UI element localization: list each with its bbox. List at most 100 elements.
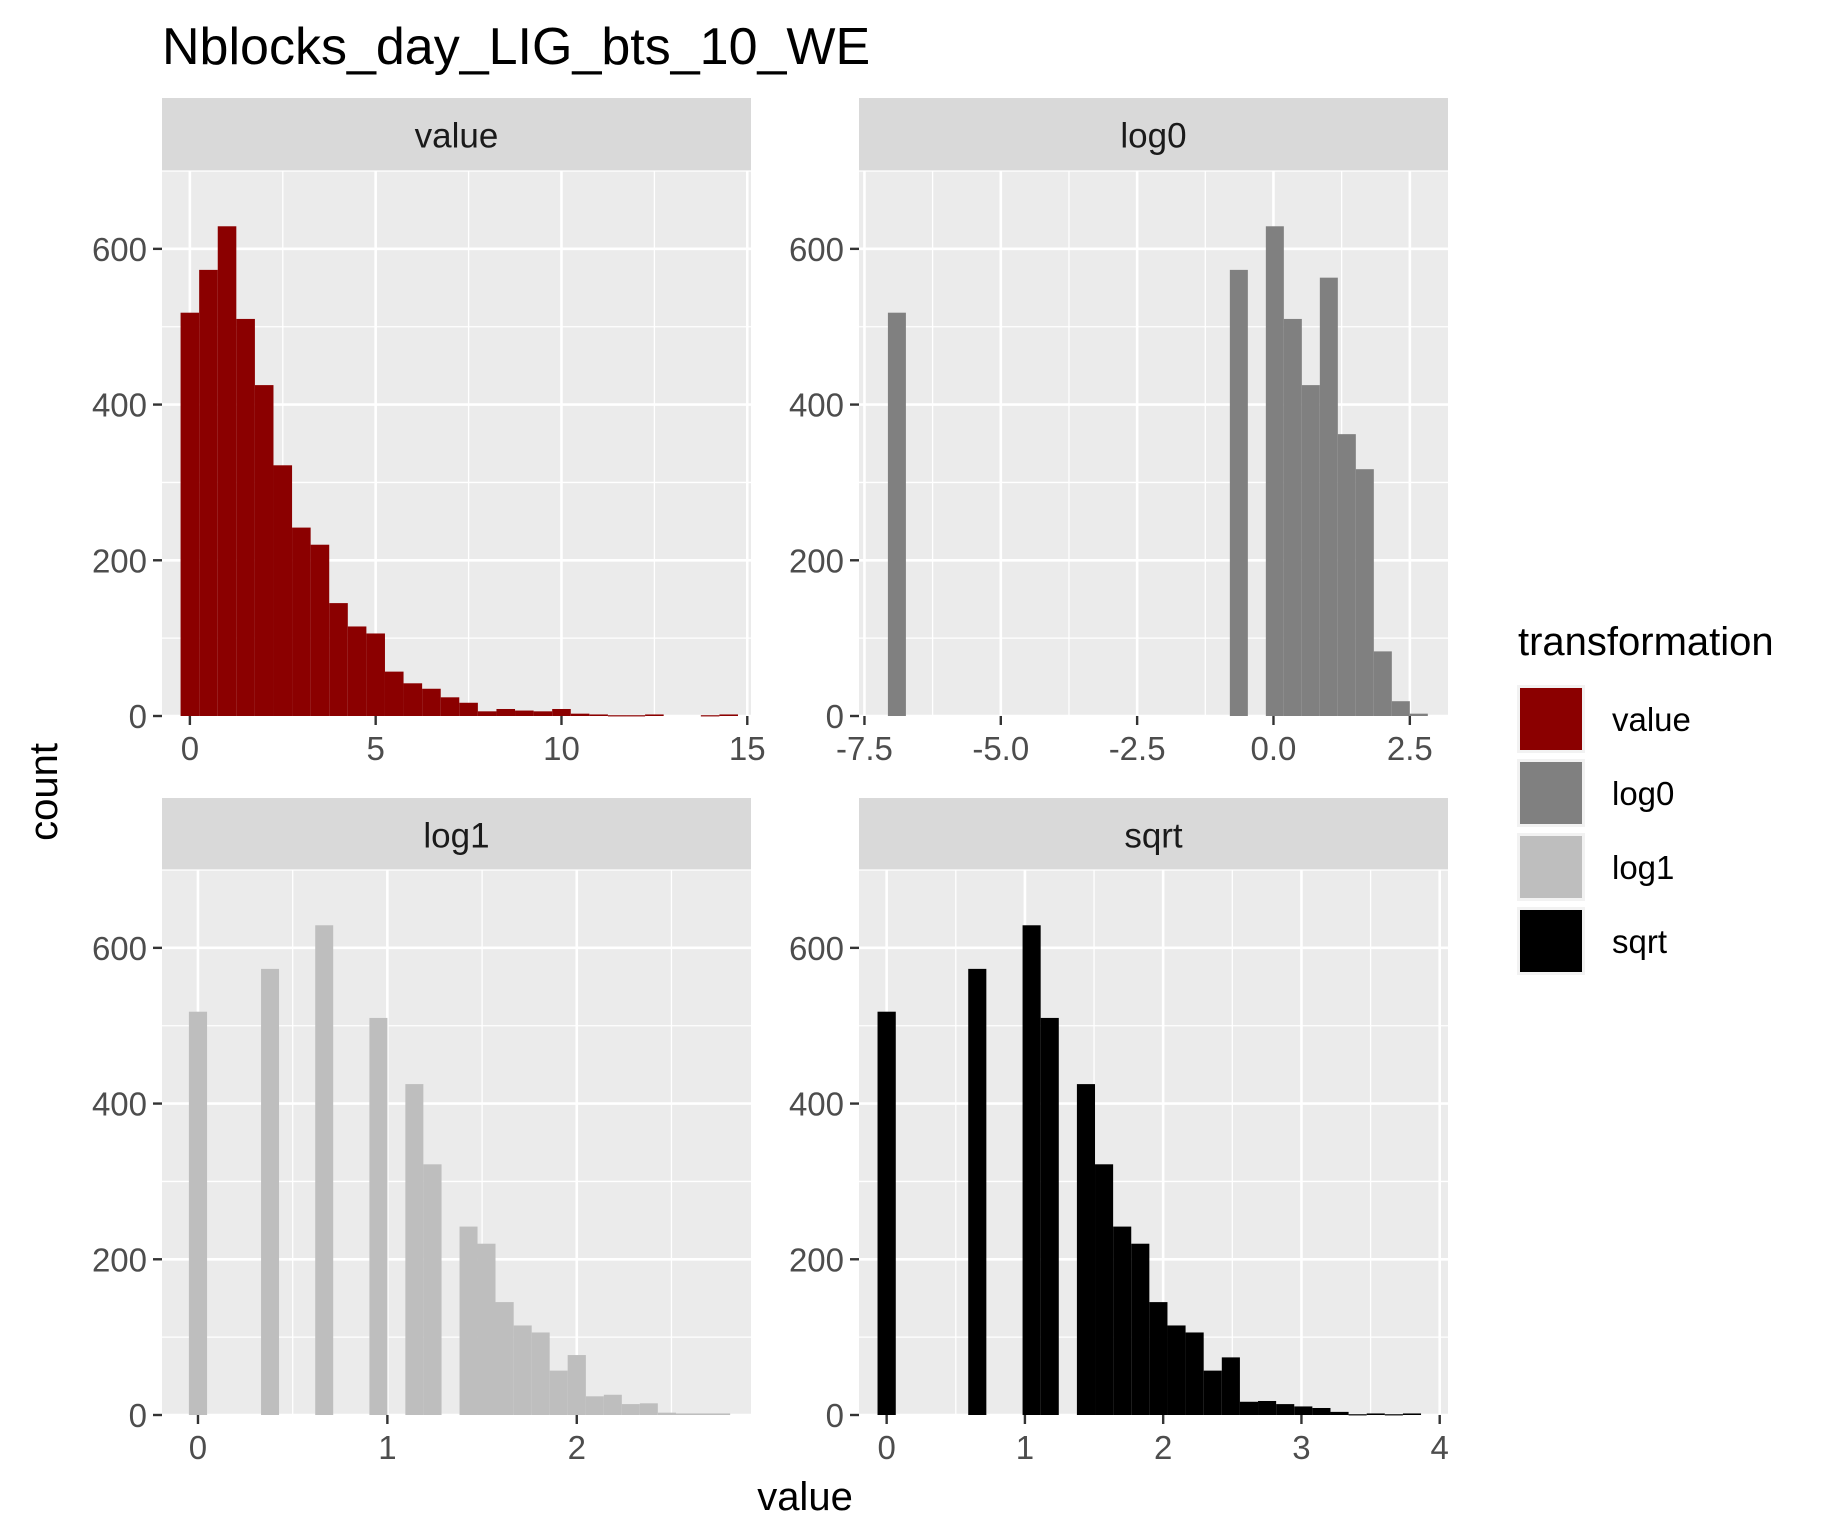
histogram-bar — [1229, 269, 1248, 716]
histogram-bar — [1149, 1302, 1168, 1415]
y-tick-label: 600 — [92, 231, 147, 268]
x-tick-label: 2.5 — [1387, 730, 1433, 767]
histogram-bar — [1076, 1084, 1096, 1415]
facet-panel-sqrt: sqrt 0 200 400 600 0 1 2 3 4 — [789, 798, 1449, 1466]
histogram-bar — [1185, 1332, 1204, 1415]
x-tick-label: 0 — [877, 1429, 895, 1466]
histogram-bar — [639, 1403, 658, 1415]
histogram-bar — [531, 1332, 550, 1415]
x-tick-label: 0 — [181, 730, 199, 767]
facet-strip — [859, 798, 1448, 871]
histogram-bar — [693, 1413, 712, 1415]
histogram-bar — [495, 1302, 514, 1415]
histogram-bar — [1022, 925, 1041, 1415]
y-tick-label: 200 — [92, 1241, 147, 1278]
histogram-bar — [1265, 226, 1284, 716]
histogram-bar — [477, 711, 497, 716]
x-axis-title: value — [757, 1475, 853, 1519]
x-tick-label: 4 — [1431, 1429, 1449, 1466]
histogram-bar — [968, 968, 987, 1415]
histogram-bar — [585, 1396, 604, 1415]
x-tick-label: 1 — [378, 1429, 396, 1466]
y-tick-label: 400 — [92, 387, 147, 424]
facet-strip-label: sqrt — [1124, 817, 1183, 856]
histogram-bar — [1301, 385, 1320, 716]
facet-strip-label: value — [415, 117, 499, 156]
histogram-bar — [1366, 1413, 1385, 1415]
histogram-bar — [366, 633, 385, 716]
y-tick-label: 400 — [789, 387, 844, 424]
facet-strip — [859, 98, 1448, 171]
x-tick-label: -7.5 — [836, 730, 893, 767]
x-tick-label: 1 — [1016, 1429, 1034, 1466]
legend-label: log0 — [1612, 775, 1674, 812]
legend-item-value: value — [1517, 685, 1691, 753]
y-tick-label: 600 — [789, 231, 844, 268]
y-tick-label: 200 — [92, 542, 147, 579]
histogram-bar — [477, 1243, 496, 1415]
histogram-bar — [1113, 1226, 1132, 1415]
histogram-bar — [292, 527, 311, 716]
y-tick-label: 200 — [789, 1241, 844, 1278]
histogram-bar — [549, 1370, 568, 1415]
histogram-bar — [1384, 1414, 1403, 1416]
histogram-bar — [513, 1325, 532, 1415]
y-tick-label: 600 — [789, 930, 844, 967]
histogram-bar — [657, 1412, 677, 1415]
histogram-bar — [422, 688, 441, 716]
histogram-bar — [515, 710, 534, 716]
histogram-bar — [1283, 318, 1302, 716]
histogram-bar — [570, 713, 590, 716]
x-tick-label: 5 — [366, 730, 384, 767]
histogram-bar — [1040, 1017, 1059, 1415]
histogram-bar — [236, 318, 255, 716]
histogram-bar — [315, 925, 334, 1415]
histogram-bar — [626, 715, 646, 717]
histogram-bar — [347, 626, 367, 716]
histogram-bar — [1276, 1404, 1295, 1415]
histogram-bar — [700, 715, 720, 717]
legend-title: transformation — [1518, 620, 1774, 664]
facet-strip — [162, 798, 751, 871]
histogram-bar — [887, 312, 906, 716]
x-tick-label: 0 — [189, 1429, 207, 1466]
legend-swatch — [1520, 910, 1582, 972]
x-tick-label: 2 — [1154, 1429, 1172, 1466]
legend-items: value log0 log1 sqrt — [1517, 685, 1691, 975]
histogram-bar — [423, 1164, 442, 1415]
histogram-bar — [405, 1084, 424, 1415]
y-tick-label: 0 — [826, 1397, 844, 1434]
histogram-bar — [1239, 1401, 1259, 1415]
histogram-bar — [459, 1226, 478, 1415]
histogram-bar — [180, 312, 200, 716]
histogram-bar — [567, 1355, 586, 1415]
histogram-bar — [459, 702, 478, 716]
facet-panel-log0: log0 0 200 400 600 -7.5 -5.0 -2.5 0.0 2.5 — [789, 98, 1448, 767]
histogram-bar — [1167, 1325, 1186, 1415]
y-tick-label: 0 — [129, 1397, 147, 1434]
x-tick-label: 15 — [729, 730, 766, 767]
y-tick-label: 0 — [129, 698, 147, 735]
histogram-bar — [1355, 469, 1374, 716]
histogram-bar — [645, 714, 664, 716]
facet-strip-label: log1 — [423, 817, 489, 856]
x-tick-label: 0.0 — [1251, 730, 1297, 767]
histogram-bar — [217, 226, 237, 716]
histogram-bar — [440, 697, 460, 716]
histogram-bar — [589, 714, 608, 716]
histogram-bar — [711, 1413, 731, 1415]
histogram-bar — [273, 465, 293, 716]
histogram-bar — [1391, 701, 1410, 716]
histogram-bar — [877, 1011, 896, 1415]
histogram-bar — [1319, 277, 1338, 716]
histogram-bar — [676, 1413, 694, 1415]
legend-item-log1: log1 — [1517, 833, 1674, 901]
histogram-bar — [384, 671, 404, 716]
histogram-bar — [254, 385, 274, 716]
legend-item-log0: log0 — [1517, 759, 1674, 827]
facet-strip-label: log0 — [1120, 117, 1186, 156]
y-tick-label: 0 — [826, 698, 844, 735]
legend-swatch — [1520, 688, 1582, 750]
x-tick-label: -5.0 — [972, 730, 1029, 767]
facet-strip — [162, 98, 751, 171]
